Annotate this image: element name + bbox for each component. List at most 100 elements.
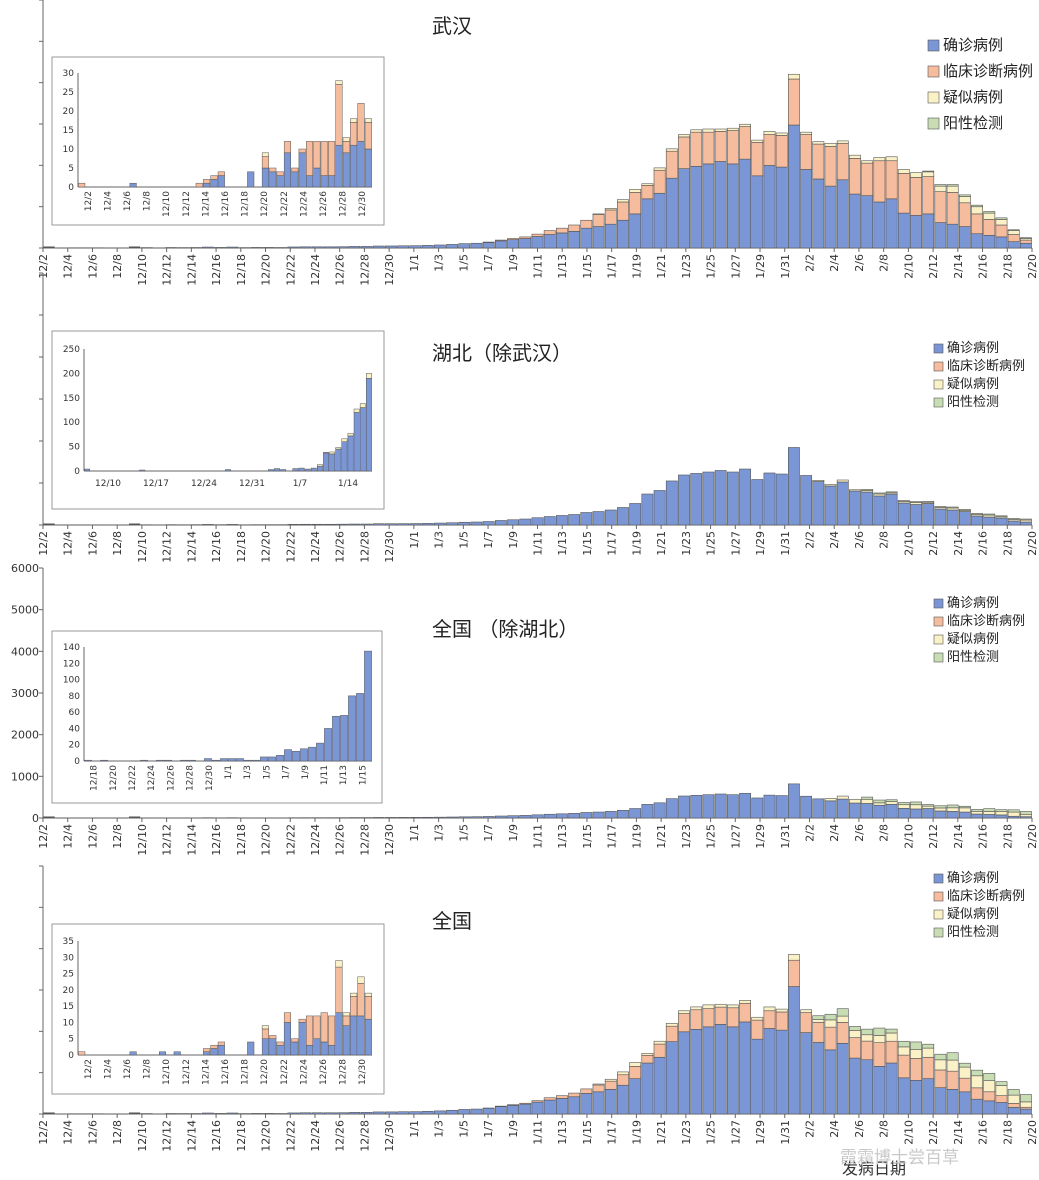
bar-0 <box>751 479 764 526</box>
inset-x-tick-label: 12/16 <box>221 191 231 217</box>
legend-swatch <box>933 909 944 920</box>
bar-3 <box>946 184 959 187</box>
bar-1 <box>788 959 800 987</box>
x-tick-label: 12/4 <box>62 824 75 849</box>
bar-3 <box>971 809 983 812</box>
bar-0 <box>446 244 458 249</box>
legend-swatch <box>933 652 944 663</box>
bar-0 <box>885 493 898 526</box>
inset-bar-1 <box>269 1035 277 1039</box>
x-tick-label: 1/25 <box>705 824 718 849</box>
bar-2 <box>690 129 703 133</box>
bar-1 <box>971 1087 983 1100</box>
bar-2 <box>763 131 776 135</box>
bar-1 <box>592 1084 605 1093</box>
inset-bar-0 <box>212 759 220 762</box>
bar-0 <box>690 1029 703 1115</box>
bar-0 <box>421 523 434 526</box>
bar-1 <box>494 239 507 242</box>
inset-bar-0 <box>210 1048 218 1056</box>
bar-0 <box>690 165 703 249</box>
x-tick-label: 1/25 <box>705 254 718 279</box>
bar-2 <box>726 1004 739 1009</box>
inset-bar-0 <box>310 467 317 472</box>
y-tick-label: 1000 <box>11 770 39 783</box>
inset-y-tick-label: 30 <box>63 69 75 79</box>
inset-bar-0 <box>188 759 196 762</box>
inset-bar-0 <box>225 469 231 472</box>
inset-bar-0 <box>329 453 336 472</box>
legend-swatch <box>927 65 940 78</box>
x-tick-label: 2/16 <box>977 254 990 279</box>
bar-1 <box>788 78 800 126</box>
x-tick-label: 12/22 <box>284 254 297 286</box>
x-tick-label: 1/21 <box>655 824 668 849</box>
bar-0 <box>604 223 617 249</box>
x-tick-label: 1/17 <box>606 254 619 279</box>
inset-x-tick-label: 12/28 <box>186 765 196 791</box>
bar-0 <box>726 1026 739 1115</box>
bar-1 <box>543 1097 556 1101</box>
inset-x-tick-label: 12/30 <box>358 1059 368 1085</box>
inset-bar-0 <box>320 1041 328 1056</box>
bar-0 <box>433 1110 446 1115</box>
bar-0 <box>836 481 849 526</box>
bar-1 <box>763 1010 776 1029</box>
bar-3 <box>885 1028 898 1034</box>
x-tick-label: 2/8 <box>878 824 891 842</box>
bar-0 <box>714 793 727 819</box>
x-tick-label: 2/20 <box>1026 1120 1039 1145</box>
inset-bar-0 <box>328 1044 336 1056</box>
bar-0 <box>958 226 971 249</box>
inset-x-tick-label: 12/24 <box>299 1059 309 1085</box>
inset-bar-0 <box>261 167 269 188</box>
bar-0 <box>201 1112 214 1115</box>
bar-0 <box>739 158 751 249</box>
x-tick-label: 12/28 <box>358 531 371 563</box>
bar-1 <box>775 135 788 168</box>
bar-2 <box>922 1047 935 1058</box>
bar-0 <box>324 1112 336 1115</box>
bar-0 <box>299 523 312 526</box>
bar-3 <box>1019 811 1032 815</box>
bar-1 <box>641 1054 654 1064</box>
x-tick-label: 12/6 <box>86 531 99 556</box>
x-tick-label: 12/2 <box>37 531 50 556</box>
bar-0 <box>788 124 800 249</box>
bar-1 <box>1007 1103 1020 1108</box>
legend-label: 临床诊断病例 <box>947 889 1025 904</box>
inset-x-tick-label: 12/10 <box>162 191 172 217</box>
bar-3 <box>971 513 983 515</box>
bar-1 <box>617 201 629 221</box>
bar-0 <box>873 1066 886 1115</box>
bar-1 <box>604 209 617 225</box>
bar-2 <box>995 1085 1008 1096</box>
bar-0 <box>763 1028 776 1115</box>
inset-bar-1 <box>335 966 343 1013</box>
bar-0 <box>873 804 886 819</box>
legend-label: 疑似病例 <box>943 88 1003 106</box>
legend-label: 临床诊断病例 <box>947 614 1025 629</box>
legend-swatch <box>933 891 944 902</box>
inset-bar-0 <box>159 1051 167 1056</box>
x-tick-label: 12/8 <box>111 1120 124 1145</box>
bar-0 <box>507 519 519 526</box>
bar-1 <box>995 224 1008 238</box>
inset-x-tick-label: 1/13 <box>339 765 349 785</box>
inset-x-tick-label: 12/22 <box>280 1059 290 1085</box>
bar-0 <box>494 240 507 249</box>
inset-bar-2 <box>335 447 342 450</box>
legend-label: 阳性检测 <box>947 395 999 410</box>
inset-x-tick-label: 1/15 <box>358 765 368 785</box>
inset-bar-0 <box>350 144 358 188</box>
bar-0 <box>385 523 397 526</box>
inset-bar-0 <box>292 750 300 762</box>
x-tick-label: 12/16 <box>210 824 223 856</box>
bar-2 <box>897 169 910 174</box>
bar-3 <box>934 1053 947 1061</box>
bar-3 <box>958 1062 971 1068</box>
bar-2 <box>910 172 922 178</box>
bar-3 <box>1007 1089 1020 1096</box>
bar-0 <box>543 516 556 526</box>
x-tick-label: 1/15 <box>581 531 594 556</box>
